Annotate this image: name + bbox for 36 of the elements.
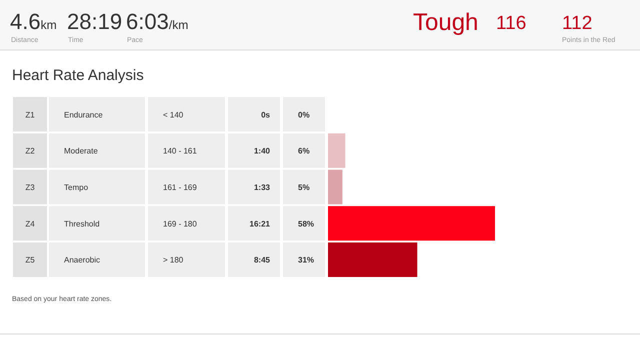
text: 1:33: [254, 183, 271, 192]
y-tick-label: Z5: [25, 256, 36, 265]
text: Heart Rate Analysis: [12, 67, 144, 84]
data-label: 0%: [298, 110, 310, 120]
bar: [328, 206, 495, 241]
bar: [328, 133, 346, 168]
text: 6:03/km: [126, 9, 188, 34]
text: 4.6km: [10, 9, 57, 34]
text: 0s: [261, 110, 271, 120]
y-tick-label: Z4: [25, 219, 36, 228]
data-label: 6%: [298, 146, 310, 156]
text: < 140: [163, 110, 184, 120]
data-label: 58%: [298, 219, 314, 228]
text: 161 - 169: [163, 183, 198, 192]
text: Endurance: [64, 110, 104, 120]
text: 112: [562, 13, 592, 34]
y-tick-label: Z2: [25, 146, 36, 156]
data-label: 31%: [298, 256, 314, 265]
text: 140 - 161: [163, 146, 198, 156]
text: Tempo: [64, 183, 89, 192]
text: 8:45: [254, 256, 271, 265]
text: 116: [496, 13, 526, 34]
text: > 180: [163, 256, 184, 265]
y-tick-label: Z1: [25, 110, 36, 120]
text: Threshold: [64, 219, 100, 228]
text: 169 - 180: [163, 219, 198, 228]
text: 28:19: [67, 9, 122, 34]
text: 1:40: [254, 146, 271, 156]
data-label: 5%: [298, 183, 310, 192]
text: Moderate: [64, 146, 98, 156]
bar: [328, 242, 418, 277]
text: Anaerobic: [64, 256, 100, 265]
text: Tough: [413, 9, 478, 36]
y-tick-label: Z3: [25, 183, 36, 192]
text: 16:21: [250, 219, 271, 228]
bar: [328, 170, 342, 204]
